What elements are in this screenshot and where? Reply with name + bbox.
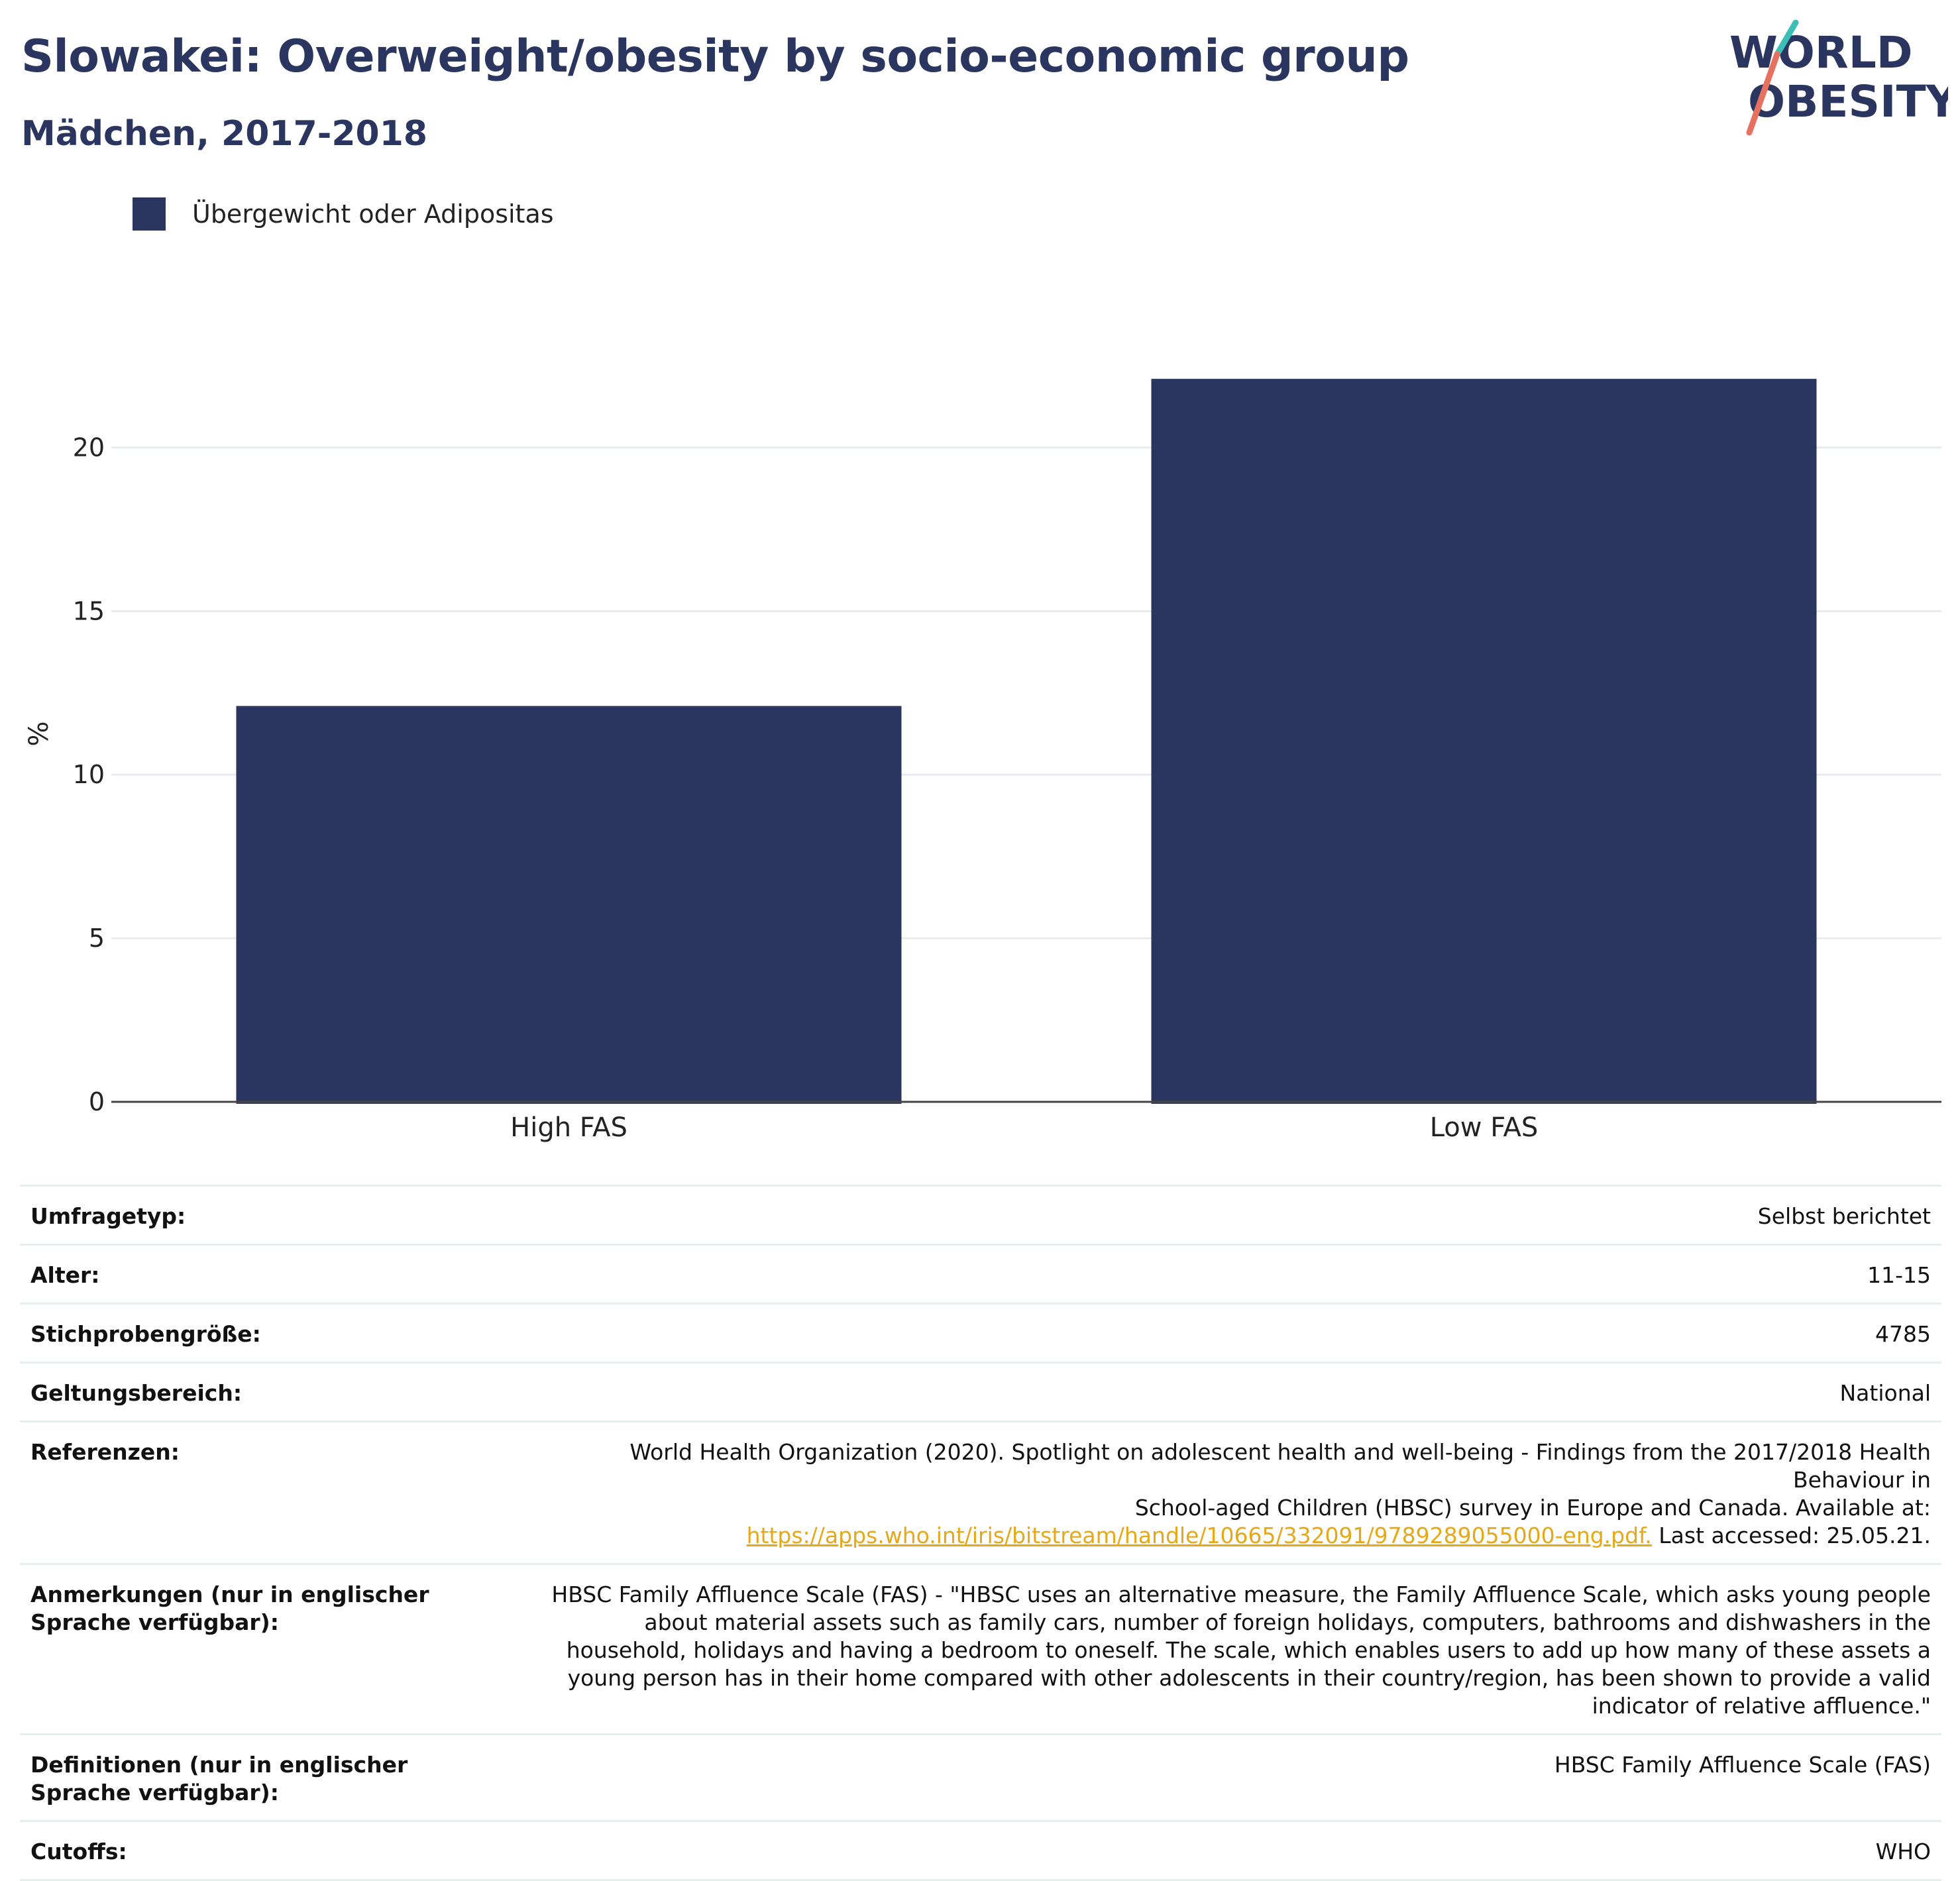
- logo-slash-coral: [1746, 51, 1780, 136]
- meta-row-notes: Anmerkungen (nur in englischer Sprache v…: [20, 1564, 1941, 1735]
- y-tick-label: 20: [73, 433, 105, 462]
- y-tick-label: 15: [73, 596, 105, 625]
- meta-value: 11-15: [1867, 1262, 1931, 1288]
- bar-high-fas: [236, 706, 902, 1104]
- meta-value: HBSC Family Affluence Scale (FAS) - "HBS…: [551, 1582, 1931, 1719]
- x-tick-label: Low FAS: [1430, 1112, 1539, 1143]
- legend-label: Übergewicht oder Adipositas: [192, 199, 554, 229]
- logo-line2: OBESITY: [1748, 76, 1948, 127]
- bar-low-fas: [1151, 378, 1817, 1104]
- logo-line1: WORLD: [1729, 27, 1913, 78]
- meta-key: Referenzen:: [30, 1439, 180, 1465]
- meta-value: World Health Organization (2020). Spotli…: [518, 1422, 1941, 1564]
- meta-value: Selbst berichtet: [1757, 1203, 1931, 1229]
- reference-accessed: Last accessed: 25.05.21.: [1651, 1523, 1931, 1548]
- meta-row-sample-size: Stichprobengröße: 4785: [20, 1303, 1941, 1363]
- meta-key: Anmerkungen (nur in englischer Sprache v…: [30, 1582, 429, 1635]
- logo-slash-teal: [1774, 20, 1799, 58]
- meta-row-cutoffs: Cutoffs: WHO: [20, 1821, 1941, 1880]
- reference-link[interactable]: https://apps.who.int/iris/bitstream/hand…: [746, 1523, 1652, 1548]
- meta-key: Geltungsbereich:: [30, 1380, 243, 1406]
- meta-key: Umfragetyp:: [30, 1203, 186, 1229]
- meta-key: Alter:: [30, 1262, 100, 1288]
- y-tick-label: 0: [89, 1087, 105, 1116]
- meta-row-scope: Geltungsbereich: National: [20, 1362, 1941, 1422]
- meta-key: Cutoffs:: [30, 1839, 127, 1864]
- meta-value: WHO: [1875, 1839, 1931, 1864]
- meta-value: HBSC Family Affluence Scale (FAS): [1554, 1752, 1931, 1778]
- y-tick-label: 10: [73, 760, 105, 789]
- y-tick-label: 5: [89, 924, 105, 953]
- meta-row-definitions: Definitionen (nur in englischer Sprache …: [20, 1734, 1941, 1821]
- world-obesity-logo: WORLD OBESITY: [1729, 20, 1948, 136]
- reference-text-1: World Health Organization (2020). Spotli…: [629, 1439, 1931, 1493]
- meta-row-references: Referenzen: World Health Organization (2…: [20, 1421, 1941, 1564]
- y-axis-label: %: [24, 721, 54, 746]
- legend-swatch: [133, 197, 166, 231]
- meta-row-survey-type: Umfragetyp: Selbst berichtet: [20, 1185, 1941, 1245]
- meta-key: Definitionen (nur in englischer Sprache …: [30, 1752, 408, 1805]
- metadata-table: Umfragetyp: Selbst berichtet Alter: 11-1…: [20, 1185, 1941, 1881]
- meta-value: National: [1839, 1380, 1931, 1406]
- bar-chart: 0 5 10 15 20 High FAS Low FAS%: [24, 378, 1941, 1143]
- chart-title: Slowakei: Overweight/obesity by socio-ec…: [21, 30, 1409, 83]
- meta-value: 4785: [1875, 1321, 1931, 1347]
- meta-row-age: Alter: 11-15: [20, 1244, 1941, 1304]
- chart-subtitle: Mädchen, 2017-2018: [21, 114, 428, 154]
- x-tick-label: High FAS: [510, 1112, 627, 1143]
- meta-key: Stichprobengröße:: [30, 1321, 261, 1347]
- reference-text-2: School-aged Children (HBSC) survey in Eu…: [1134, 1495, 1931, 1521]
- legend: Übergewicht oder Adipositas: [133, 197, 554, 231]
